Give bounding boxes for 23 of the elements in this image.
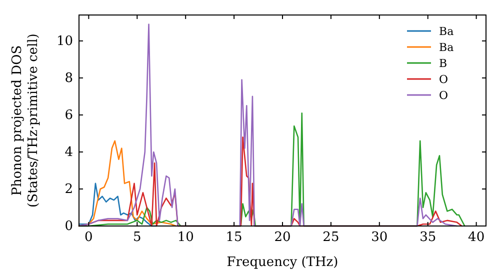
legend-label: O: [439, 88, 448, 102]
x-tick-label: 0: [84, 230, 93, 246]
x-tick-label: 40: [468, 230, 485, 246]
legend-label: O: [439, 72, 448, 86]
x-tick-label: 15: [226, 230, 242, 246]
legend-label: Ba: [439, 40, 454, 54]
y-tick-label: 10: [56, 34, 73, 50]
y-tick-label: 8: [64, 71, 73, 86]
x-tick-label: 30: [371, 230, 388, 246]
y-tick-label: 6: [64, 108, 73, 124]
x-tick-label: 35: [420, 230, 436, 246]
legend-label: B: [439, 56, 448, 70]
y-axis-title: Phonon projected DOS (States/THz·primitive cell): [10, 33, 41, 208]
x-tick-label: 20: [274, 230, 291, 246]
y-tick-label: 4: [64, 145, 73, 160]
x-tick-label: 10: [177, 230, 194, 246]
x-axis-title: Frequency (THz): [226, 255, 338, 270]
y-tick-label: 2: [64, 182, 73, 198]
x-tick-label: 5: [133, 230, 142, 246]
line-series: [78, 24, 458, 227]
y-tick-label: 0: [64, 219, 73, 234]
legend-label: Ba: [439, 24, 454, 38]
x-tick-label: 25: [322, 230, 340, 246]
